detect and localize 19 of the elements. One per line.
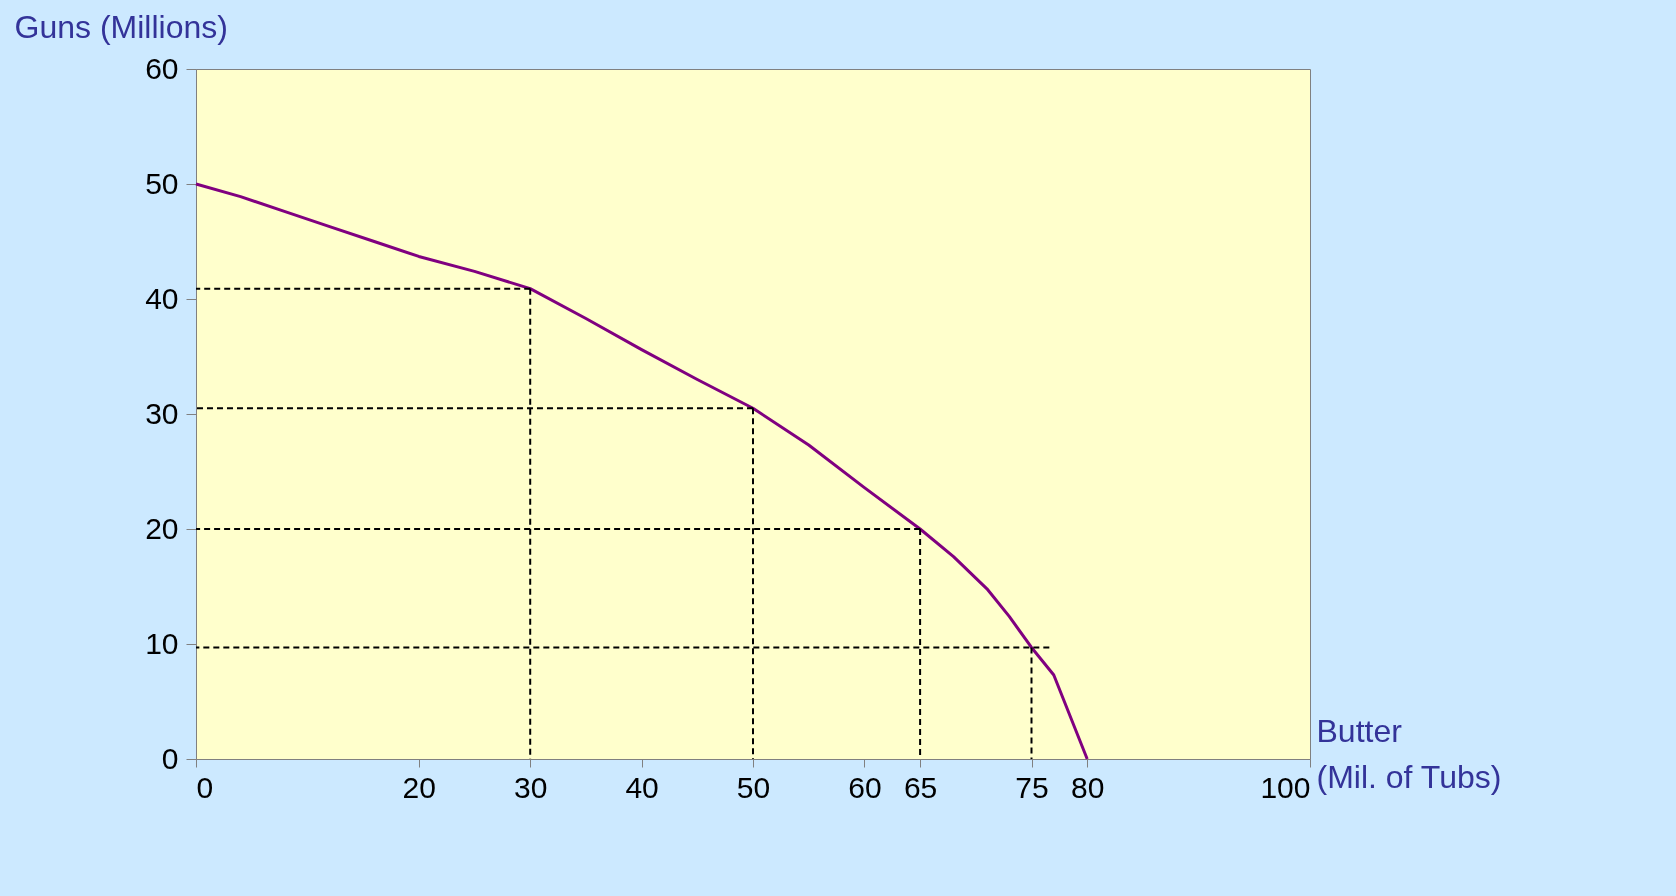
y-tick-label: 10 [145, 626, 179, 660]
y-tick-label: 30 [145, 396, 179, 430]
x-tick-label: 50 [736, 770, 771, 804]
x-tick-label: 60 [848, 770, 882, 804]
x-tick-label: 75 [1015, 770, 1049, 804]
x-axis-title: Butter (Mil. of Tubs) [1316, 712, 1502, 795]
y-axis-title: Guns (Millions) [14, 8, 228, 45]
y-tick-label: 20 [145, 511, 179, 545]
y-tick-label: 40 [145, 281, 179, 315]
x-tick-label: 30 [514, 770, 548, 804]
x-tick-label: 100 [1260, 770, 1311, 804]
x-tick-label: 0 [196, 770, 214, 804]
y-tick-label: 0 [161, 741, 179, 775]
y-tick-label: 50 [145, 166, 179, 200]
x-tick-label: 20 [402, 770, 436, 804]
x-tick-label: 80 [1071, 770, 1105, 804]
x-tick-label: 65 [903, 770, 938, 804]
y-tick-label: 60 [145, 51, 179, 85]
x-tick-label: 40 [625, 770, 659, 804]
